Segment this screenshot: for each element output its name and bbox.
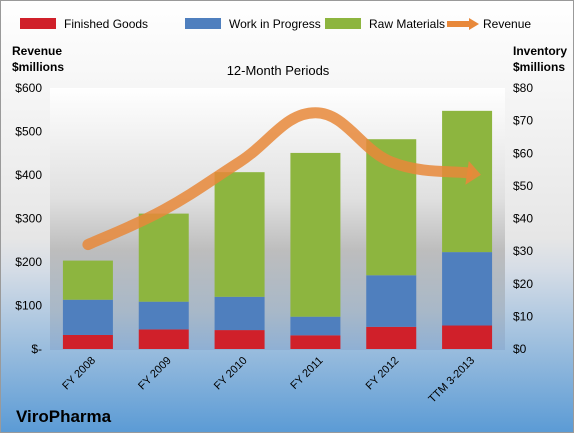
chart-title: 12-Month Periods — [227, 63, 330, 78]
right-tick-label: $50 — [513, 179, 533, 193]
right-tick-label: $10 — [513, 309, 533, 323]
left-tick-label: $200 — [15, 255, 42, 269]
left-axis-label-line1: Revenue — [12, 44, 62, 58]
legend-swatch — [20, 18, 56, 29]
revenue-line-path — [82, 107, 473, 251]
right-tick-label: $80 — [513, 81, 533, 95]
legend-swatch — [325, 18, 361, 29]
bars — [62, 110, 493, 349]
right-axis-label-line1: Inventory — [513, 44, 567, 58]
bar-finished-goods — [214, 330, 265, 349]
legend-label: Finished Goods — [64, 17, 148, 31]
bar-raw-materials — [62, 260, 113, 300]
left-axis-label-line2: $millions — [12, 60, 64, 74]
company-name: ViroPharma — [16, 407, 112, 426]
bar-raw-materials — [214, 172, 265, 297]
bar-work-in-progress — [366, 275, 417, 327]
left-tick-label: $400 — [15, 168, 42, 182]
legend: Finished Goods Work in Progress Raw Materi… — [20, 17, 531, 31]
legend-label: Raw Materials — [369, 17, 445, 31]
bar-work-in-progress — [290, 316, 341, 336]
revenue-line — [82, 107, 481, 251]
bar-work-in-progress — [138, 301, 189, 330]
left-tick-label: $500 — [15, 125, 42, 139]
bar-work-in-progress — [214, 296, 265, 331]
legend-label: Work in Progress — [229, 17, 321, 31]
right-tick-label: $40 — [513, 212, 533, 226]
revenue-arrowhead — [465, 160, 481, 185]
right-tick-label: $0 — [513, 342, 527, 356]
right-tick-label: $60 — [513, 146, 533, 160]
bar-finished-goods — [290, 335, 341, 349]
right-tick-label: $20 — [513, 277, 533, 291]
left-tick-label: $100 — [15, 299, 42, 313]
legend-arrow-icon — [469, 18, 479, 30]
right-axis-label-line2: $millions — [513, 60, 565, 74]
bar-finished-goods — [62, 334, 113, 349]
right-tick-label: $30 — [513, 244, 533, 258]
bar-finished-goods — [366, 326, 417, 349]
left-tick-label: $300 — [15, 212, 42, 226]
right-tick-label: $70 — [513, 114, 533, 128]
bar-raw-materials — [138, 213, 189, 302]
legend-swatch — [185, 18, 221, 29]
left-tick-label: $- — [31, 342, 42, 356]
bar-finished-goods — [138, 329, 189, 349]
left-tick-label: $600 — [15, 81, 42, 95]
bar-work-in-progress — [62, 299, 113, 335]
left-axis-ticks: $- $100 $200 $300 $400 $500 $600 — [15, 81, 42, 356]
bar-work-in-progress — [442, 252, 493, 326]
right-axis-ticks: $0 $10 $20 $30 $40 $50 $60 $70 $80 — [513, 81, 533, 356]
bar-raw-materials — [290, 152, 341, 317]
bar-finished-goods — [442, 325, 493, 349]
legend-label: Revenue — [483, 17, 531, 31]
